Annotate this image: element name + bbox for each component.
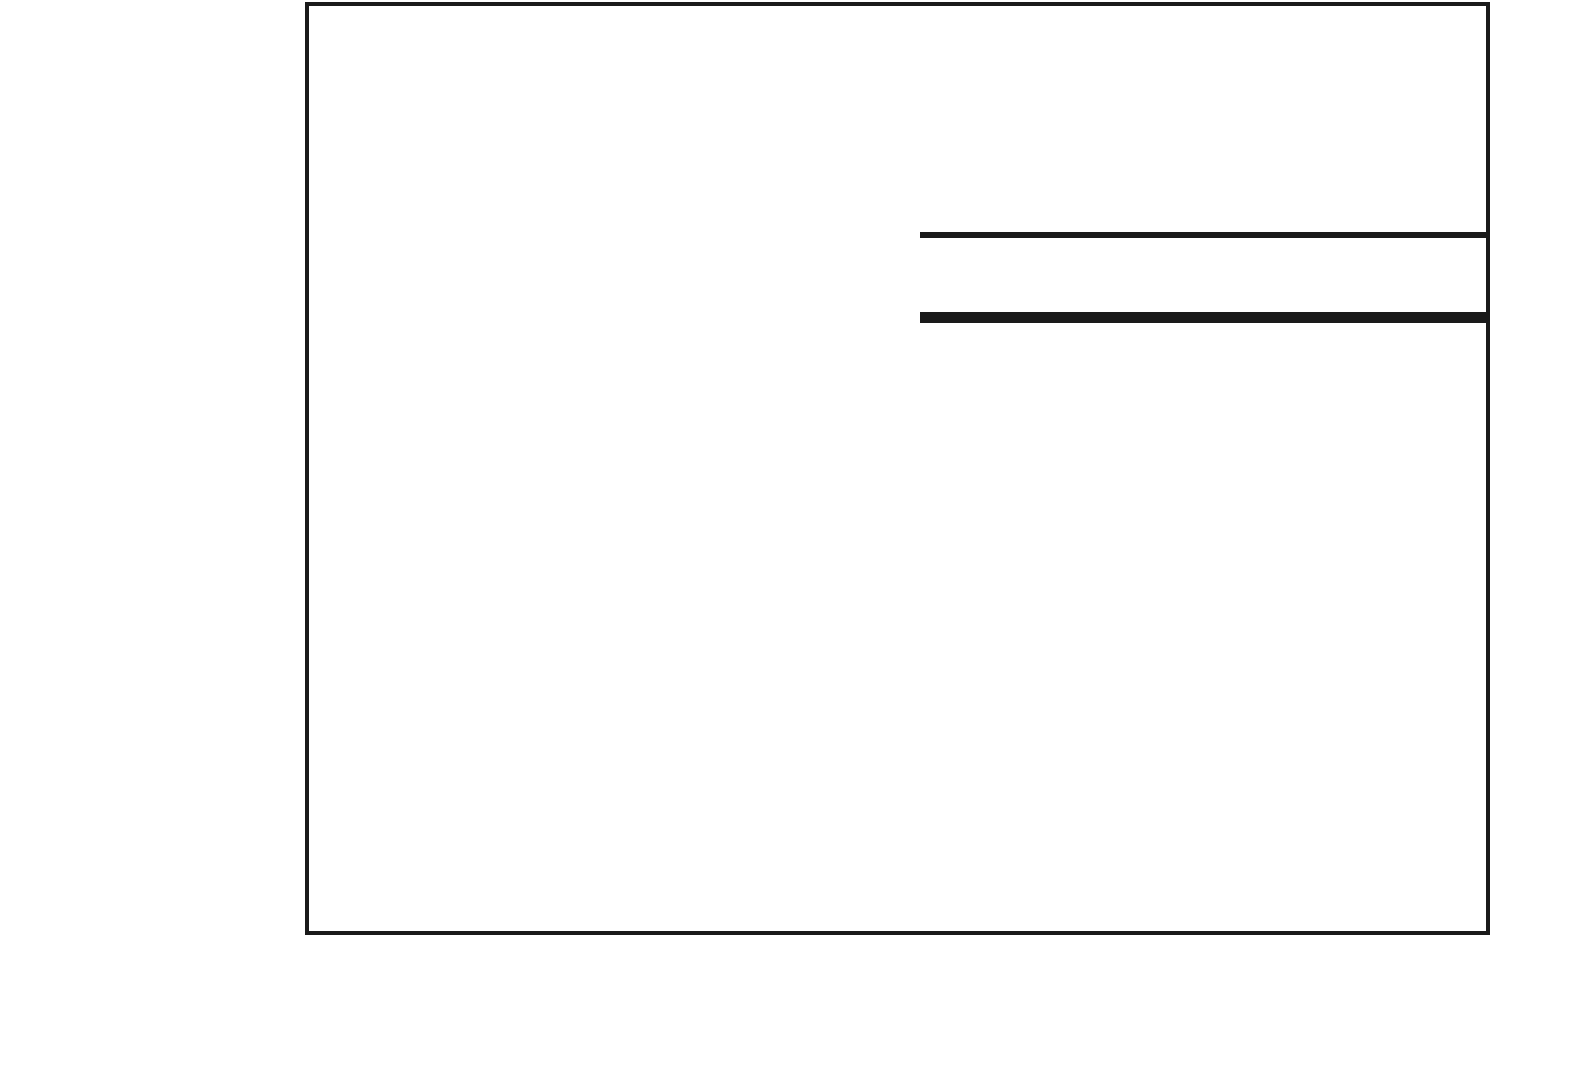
y-axis-ticks (305, 2, 306, 935)
table-header-rule (920, 312, 1486, 317)
plot-area (309, 6, 1486, 931)
table-header-row (920, 238, 1486, 312)
y-axis-tick-labels (0, 2, 296, 935)
stats-table (920, 232, 1486, 323)
plot-canvas (309, 6, 1486, 931)
table-top-rule (920, 232, 1486, 238)
plot-frame (305, 2, 1490, 935)
table-bottom-rule (920, 317, 1486, 323)
x-axis-tick-labels (305, 935, 1490, 1005)
